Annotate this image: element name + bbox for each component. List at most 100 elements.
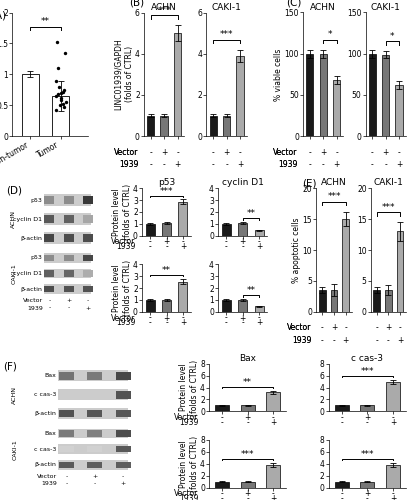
Text: -: - bbox=[386, 336, 389, 345]
Text: +: + bbox=[363, 489, 370, 498]
Text: -: - bbox=[391, 413, 393, 422]
Text: +: + bbox=[120, 482, 126, 486]
Text: 1939: 1939 bbox=[119, 160, 138, 169]
Bar bbox=[266, 465, 280, 487]
Text: **: ** bbox=[246, 210, 255, 218]
Point bbox=[55, 64, 61, 72]
Text: -: - bbox=[165, 242, 168, 251]
Bar bbox=[162, 223, 171, 235]
Text: +: + bbox=[223, 148, 229, 157]
Text: +: + bbox=[244, 413, 250, 422]
Bar bbox=[63, 234, 74, 242]
Text: **: ** bbox=[41, 18, 50, 26]
Bar bbox=[22, 74, 38, 136]
Bar bbox=[360, 482, 373, 488]
Bar bbox=[342, 219, 348, 312]
Text: +: + bbox=[255, 318, 262, 328]
Text: (D): (D) bbox=[6, 186, 22, 196]
Bar bbox=[360, 406, 373, 411]
Point bbox=[56, 82, 63, 90]
Text: +: + bbox=[239, 314, 245, 322]
Text: -: - bbox=[391, 489, 393, 498]
Bar bbox=[222, 116, 230, 136]
Text: (E): (E) bbox=[301, 178, 315, 188]
Bar bbox=[83, 254, 93, 261]
Text: -: - bbox=[370, 148, 373, 157]
Text: 1939: 1939 bbox=[179, 418, 198, 427]
Bar bbox=[330, 290, 336, 312]
Text: -: - bbox=[165, 318, 168, 328]
Bar bbox=[83, 216, 93, 223]
Text: Vector: Vector bbox=[23, 298, 43, 303]
Text: β-actin: β-actin bbox=[20, 286, 42, 292]
Point bbox=[56, 102, 63, 110]
Text: +: + bbox=[330, 324, 336, 332]
Bar bbox=[44, 269, 91, 278]
Bar bbox=[87, 410, 102, 418]
Title: Bax: Bax bbox=[238, 354, 256, 363]
Bar bbox=[373, 290, 379, 312]
Text: 1939: 1939 bbox=[278, 160, 297, 169]
Text: -: - bbox=[257, 314, 260, 322]
Text: -: - bbox=[308, 160, 310, 169]
Bar bbox=[59, 430, 74, 436]
Text: 1939: 1939 bbox=[179, 494, 198, 500]
Bar bbox=[240, 482, 254, 488]
Point bbox=[58, 96, 64, 104]
Text: Vector: Vector bbox=[174, 489, 198, 498]
Text: β-actin: β-actin bbox=[34, 462, 56, 468]
Text: Vector: Vector bbox=[111, 314, 135, 322]
Bar bbox=[87, 462, 102, 468]
Text: -: - bbox=[272, 489, 274, 498]
Text: -: - bbox=[374, 336, 377, 345]
Bar bbox=[306, 54, 313, 136]
Text: +: + bbox=[179, 318, 186, 328]
Text: +: + bbox=[239, 238, 245, 246]
Bar bbox=[146, 116, 154, 136]
Text: -: - bbox=[320, 336, 323, 345]
Bar bbox=[115, 462, 130, 468]
Bar bbox=[385, 465, 399, 487]
Text: 1939: 1939 bbox=[278, 160, 297, 169]
Text: -: - bbox=[335, 148, 337, 157]
Text: *: * bbox=[389, 32, 394, 41]
Text: +: + bbox=[92, 474, 97, 479]
Text: -: - bbox=[339, 418, 342, 427]
Point bbox=[52, 76, 59, 84]
Text: -: - bbox=[94, 482, 96, 486]
Title: p53: p53 bbox=[157, 178, 175, 188]
Text: ***: *** bbox=[219, 30, 233, 40]
Text: -: - bbox=[225, 242, 227, 251]
Text: ACHN: ACHN bbox=[12, 386, 17, 404]
Text: -: - bbox=[257, 238, 260, 246]
Text: (C): (C) bbox=[285, 0, 301, 8]
Text: -: - bbox=[122, 474, 124, 479]
Y-axis label: LINC01939/GAPDH
(folds of CTRL): LINC01939/GAPDH (folds of CTRL) bbox=[114, 38, 133, 110]
Text: (A): (A) bbox=[0, 10, 6, 20]
Title: CAKI-1: CAKI-1 bbox=[370, 2, 400, 12]
Bar bbox=[59, 410, 74, 418]
Text: -: - bbox=[225, 160, 227, 169]
Bar bbox=[254, 230, 263, 235]
Title: cyclin D1: cyclin D1 bbox=[221, 178, 263, 188]
Point bbox=[54, 38, 61, 46]
Text: ***: *** bbox=[360, 366, 373, 376]
Text: Vector: Vector bbox=[114, 148, 138, 157]
Bar bbox=[385, 382, 399, 412]
Bar bbox=[83, 270, 93, 276]
Text: (B): (B) bbox=[128, 0, 144, 8]
Text: ***: *** bbox=[326, 192, 340, 202]
Bar bbox=[221, 300, 230, 312]
Text: -: - bbox=[398, 324, 400, 332]
Text: -: - bbox=[48, 298, 50, 303]
Point bbox=[52, 92, 59, 100]
Bar bbox=[59, 372, 74, 380]
Bar bbox=[44, 286, 54, 292]
Text: -: - bbox=[332, 336, 335, 345]
Text: -: - bbox=[48, 306, 50, 310]
Text: -: - bbox=[225, 318, 227, 328]
Bar bbox=[63, 270, 74, 276]
Text: -: - bbox=[220, 494, 223, 500]
Bar bbox=[240, 406, 254, 411]
Text: -: - bbox=[339, 489, 342, 498]
